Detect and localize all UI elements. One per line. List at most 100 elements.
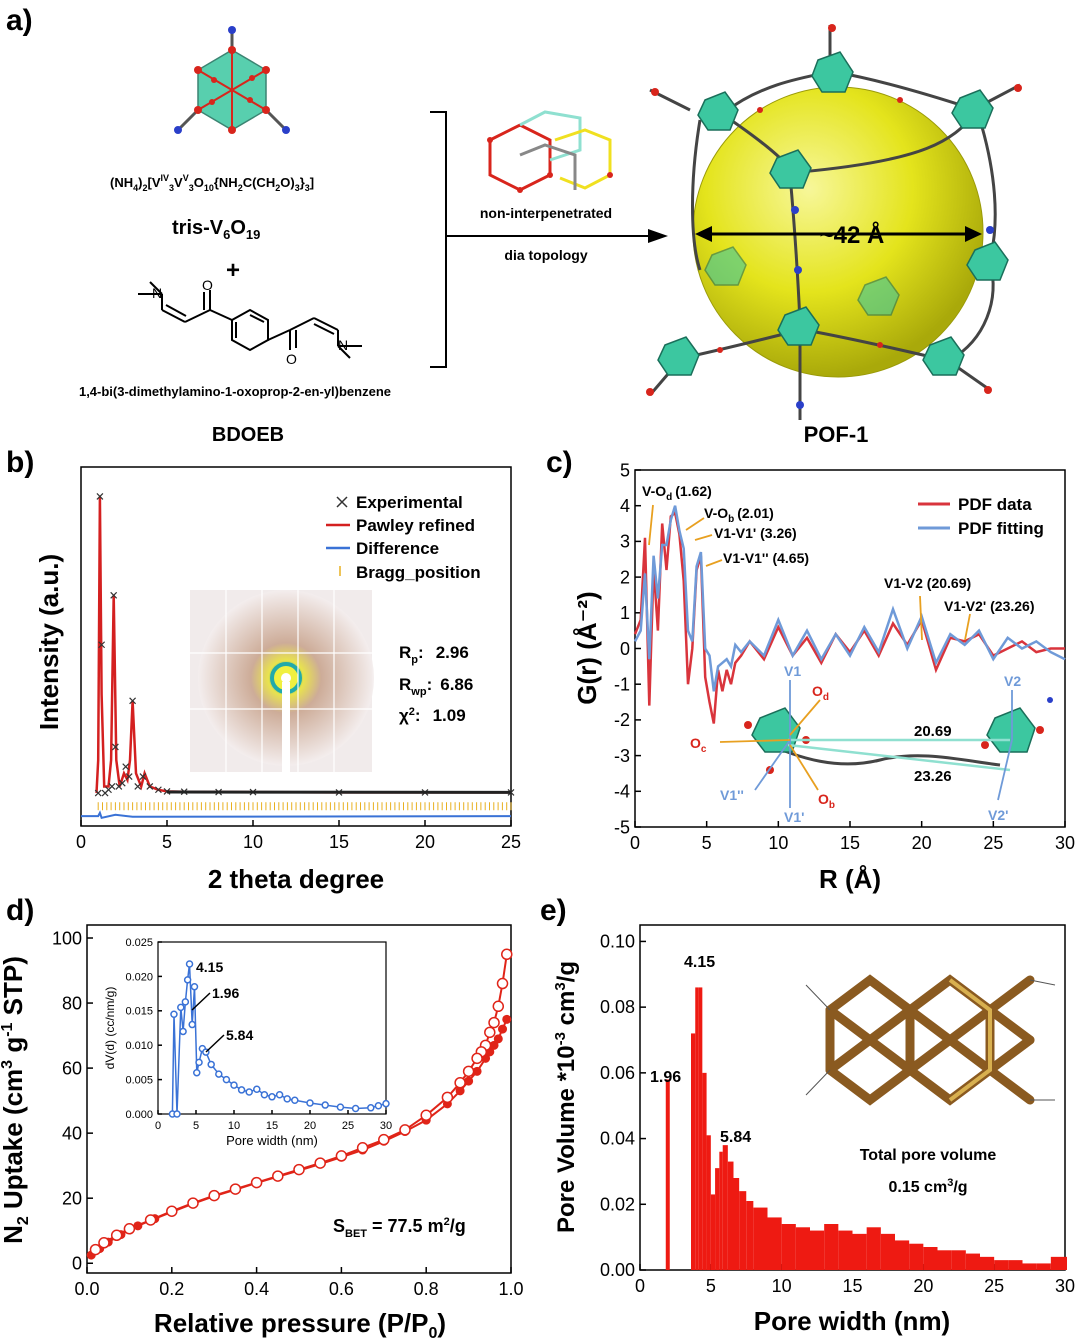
panel-c-legend: PDF data PDF fitting	[918, 495, 1044, 538]
annot-v1-v1p: V1-V1' (3.26)	[714, 525, 797, 541]
x-tick-label: 10	[243, 832, 263, 852]
pore-volume-bar	[838, 1230, 853, 1270]
experimental-point	[108, 783, 116, 790]
desorption-point	[89, 1243, 102, 1256]
panel-e-y-axis-label: Pore Volume *10-3 cm3/g	[552, 961, 580, 1233]
x-tick-label: 10	[772, 1276, 792, 1296]
desorption-point	[110, 1229, 123, 1242]
pore-volume-bar	[695, 987, 699, 1270]
desorption-point	[462, 1065, 475, 1078]
inset-point	[207, 1060, 215, 1069]
x-tick-label: 0.4	[244, 1279, 269, 1299]
pore-volume-bar	[706, 1135, 711, 1270]
pore-volume-bar	[767, 1217, 782, 1270]
desorption-point	[496, 977, 509, 990]
panel-d-series	[86, 948, 513, 1260]
pdf-inset-structure: V1 V2 Od Oc Ob V1'' V1' V2' 20.69 23.26	[690, 663, 1053, 825]
pore-volume-bar	[739, 1191, 747, 1270]
topology-label-bottom: dia topology	[504, 247, 587, 263]
inset-point	[367, 1104, 375, 1112]
pore-volume-bar	[1008, 1260, 1023, 1270]
x-tick-label: 25	[501, 832, 521, 852]
vanadium-cluster-icon	[174, 26, 290, 134]
pore-size-label: ~42 Å	[820, 221, 885, 249]
desorption-point	[250, 1176, 263, 1189]
inset-v1pp: V1''	[720, 787, 744, 803]
inset-point	[351, 1104, 360, 1113]
panel-e-axes-ticks: 0 5 10 15 20 25 30 0.00 0.02 0.04 0.06 0.08 0.10	[600, 931, 1075, 1296]
desorption-point	[293, 1163, 305, 1176]
desorption-point	[187, 1197, 199, 1209]
pore-volume-bar	[909, 1243, 924, 1270]
x-tick-label: 5	[706, 1276, 716, 1296]
adsorption-point	[502, 1014, 512, 1024]
y-tick-label: 0.025	[125, 937, 153, 949]
pore-volume-bar	[753, 1207, 768, 1270]
inset-point	[253, 1085, 261, 1093]
inset-peak-415: 4.15	[196, 959, 223, 975]
annot-v1-v2p: V1-V2' (23.26)	[944, 598, 1035, 614]
pore-volume-bar	[702, 1072, 707, 1270]
x-tick-label: 20	[912, 833, 932, 853]
pore-volume-bar	[727, 1161, 734, 1270]
y-tick-label: 0.04	[600, 1129, 635, 1149]
e-peak-584: 5.84	[720, 1129, 751, 1146]
y-tick-label: -4	[614, 782, 630, 802]
y-tick-label: 0	[72, 1254, 82, 1274]
y-tick-label: 0.10	[600, 931, 635, 951]
atom-label-n-left: N	[152, 285, 162, 301]
experimental-point	[129, 697, 137, 705]
y-tick-label: 5	[620, 460, 630, 480]
x-tick-label: 5	[193, 1120, 199, 1132]
dia-topology-icon	[487, 110, 613, 193]
inset-point	[283, 1095, 291, 1103]
inset-point	[188, 1020, 196, 1029]
y-tick-label: 0.00	[600, 1260, 635, 1280]
desorption-point	[471, 1052, 483, 1065]
linker-short-name: BDOEB	[212, 424, 284, 446]
y-tick-label: 0.000	[125, 1109, 153, 1121]
y-tick-label: 4	[620, 496, 630, 516]
topology-label-top: non-interpenetrated	[480, 205, 612, 221]
desorption-point	[484, 1026, 496, 1039]
y-tick-label: 2	[620, 567, 630, 587]
e-peak-415: 4.15	[684, 954, 715, 971]
reaction-bracket	[430, 111, 447, 368]
panel-c-series	[633, 505, 1066, 724]
inset-peak-584: 5.84	[226, 1027, 253, 1043]
total-pore-volume-value: 0.15 cm3/g	[888, 1177, 967, 1196]
pore-volume-bar	[923, 1247, 938, 1270]
desorption-point	[144, 1214, 157, 1226]
legend-entry: PDF data	[958, 495, 1032, 514]
annot-v1-v1pp: V1-V1'' (4.65)	[723, 550, 809, 566]
legend-entry: Pawley refined	[356, 516, 475, 535]
pore-volume-bar	[665, 1079, 670, 1270]
y-tick-label: 40	[62, 1123, 82, 1143]
experimental-point	[94, 789, 102, 797]
inset-point	[181, 998, 190, 1006]
inset-point	[195, 1058, 203, 1067]
inset-point	[306, 1099, 314, 1107]
inset-point	[260, 1090, 269, 1099]
panel-b-plot-frame	[80, 466, 512, 827]
x-tick-label: 25	[342, 1120, 354, 1132]
experimental-point	[98, 641, 106, 649]
y-tick-label: 0.06	[600, 1063, 635, 1083]
panel-b: b) 0 5 10 15 20 25 2 theta degree Intensity (…	[6, 446, 521, 894]
panel-a-label: a)	[6, 4, 33, 37]
stat-rwp: Rwp: 6.86	[399, 675, 473, 698]
x-tick-label: 15	[840, 833, 860, 853]
inset-v2: V2	[1004, 673, 1021, 689]
pore-volume-bar	[691, 1033, 696, 1270]
pore-volume-bar	[1050, 1256, 1065, 1270]
pore-volume-bar	[698, 987, 703, 1270]
inset-point	[268, 1093, 276, 1101]
x-tick-label: 20	[415, 832, 435, 852]
desorption-point	[98, 1237, 110, 1249]
pore-volume-bar	[733, 1178, 740, 1270]
pore-volume-bar	[746, 1201, 754, 1270]
desorption-point	[208, 1189, 220, 1202]
x-tick-label: 10	[768, 833, 788, 853]
inset-point	[275, 1090, 284, 1099]
